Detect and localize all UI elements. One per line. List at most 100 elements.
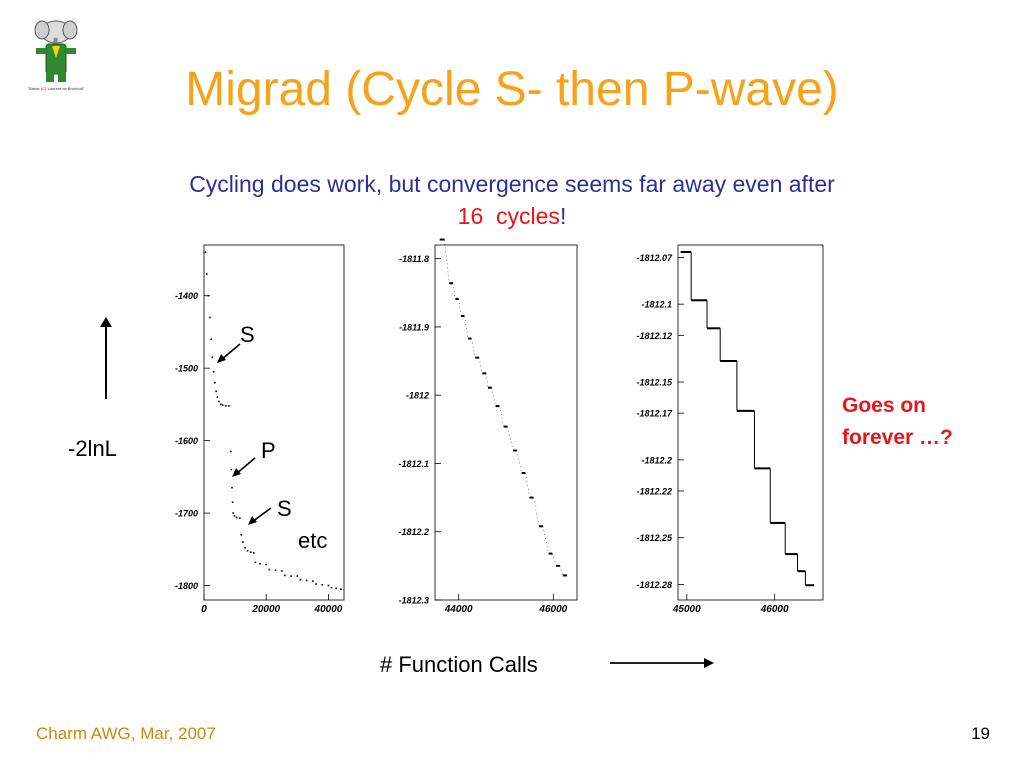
data-point — [210, 338, 212, 340]
data-point — [230, 468, 233, 471]
y-tick-label: -1811.8 — [399, 254, 429, 264]
step-connector — [525, 472, 530, 498]
arrow-s-first-icon — [217, 343, 241, 363]
data-point — [312, 580, 314, 582]
data-point — [244, 547, 246, 549]
data-point — [252, 552, 255, 554]
data-point — [215, 390, 217, 393]
annotation-etc: etc — [298, 528, 328, 553]
data-point — [327, 584, 330, 587]
y-tick-label: -1812.2 — [641, 455, 672, 465]
data-point — [321, 583, 324, 586]
data-point — [296, 575, 299, 577]
x-tick-label: 40000 — [314, 604, 343, 615]
page-number: 19 — [971, 724, 990, 743]
x-tick-label: 20000 — [251, 604, 280, 615]
arrow-s-second-icon — [248, 507, 272, 525]
y-tick-label: -1812.1 — [398, 459, 429, 469]
data-point — [220, 403, 222, 406]
x-tick-label: 44000 — [444, 604, 473, 615]
y-quantity-label: -2lnL — [68, 436, 117, 461]
slide-subtitle: Cycling does work, but convergence seems… — [150, 168, 874, 232]
y-tick-label: -1812.2 — [398, 527, 429, 537]
y-tick-label: -1812.17 — [636, 409, 673, 419]
data-point — [238, 517, 241, 519]
step-connector — [542, 526, 549, 554]
subtitle-highlight-number: 16 — [457, 203, 484, 229]
data-point — [268, 568, 271, 571]
data-point — [214, 381, 216, 384]
data-point — [231, 501, 234, 503]
annotation-p: P — [261, 438, 276, 463]
y-tick-label: -1812 — [406, 391, 429, 401]
y-tick-label: -1812.1 — [641, 300, 672, 310]
y-tick-label: -1600 — [175, 436, 198, 446]
x-tick-label: 45000 — [672, 604, 701, 615]
data-point — [228, 405, 230, 407]
data-point — [284, 574, 286, 577]
data-point — [249, 551, 252, 553]
x-tick-label: 46000 — [538, 604, 567, 615]
subtitle-highlight-word: cycles — [496, 203, 560, 229]
step-connector — [559, 565, 564, 576]
data-point — [211, 356, 214, 359]
data-point — [290, 575, 292, 577]
data-point — [221, 404, 224, 406]
data-point — [206, 273, 208, 275]
y-tick-label: -1700 — [175, 509, 198, 519]
data-point — [229, 450, 232, 453]
y-tick-label: -1812.25 — [636, 533, 673, 543]
svg-text:"Babar (C) Laurent de Brunhoff: "Babar (C) Laurent de Brunhoff" — [28, 86, 85, 91]
data-point — [265, 563, 268, 566]
data-point — [209, 316, 211, 319]
y-tick-label: -1812.15 — [636, 378, 673, 388]
data-point — [207, 294, 210, 297]
subtitle-end: ! — [559, 203, 567, 229]
y-tick-label: -1812.12 — [636, 331, 672, 341]
data-point — [315, 583, 317, 585]
data-point — [224, 405, 227, 407]
step-connector — [458, 298, 462, 317]
data-point — [212, 370, 215, 373]
y-tick-label: -1500 — [175, 364, 198, 374]
plot-frame — [677, 244, 824, 601]
data-point — [259, 562, 261, 565]
step-connector — [444, 239, 450, 284]
data-point — [335, 587, 338, 590]
data-point — [340, 588, 342, 590]
data-point — [246, 549, 249, 552]
slide-title: Migrad (Cycle S- then P-wave) — [185, 63, 839, 116]
y-tick-label: -1812.28 — [636, 580, 672, 590]
step-connector — [507, 426, 514, 451]
data-point — [233, 515, 236, 517]
x-quantity-label: # Function Calls — [380, 652, 538, 677]
data-point — [216, 396, 219, 398]
plot-zoom-middle: -1811.8 -1811.9 -1812 -1812.1 -1812.2 -1812.3… — [398, 238, 578, 615]
right-arrow-icon — [610, 658, 714, 668]
y-tick-label: -1812.22 — [636, 487, 672, 497]
subtitle-text: Cycling does work, but convergence seems… — [189, 171, 835, 197]
step-connector — [485, 373, 489, 388]
up-arrow-icon — [100, 317, 112, 399]
goes-on-note: Goes on forever …? — [842, 394, 953, 449]
plot-frame — [203, 244, 345, 601]
data-point — [235, 516, 238, 519]
data-point — [299, 578, 302, 581]
y-tick-label: -1800 — [175, 581, 198, 591]
data-point — [232, 512, 235, 514]
data-point — [254, 561, 257, 564]
data-point — [242, 541, 244, 543]
y-tick-label: -1400 — [175, 291, 198, 301]
x-tick-label: 0 — [201, 604, 207, 615]
data-point — [204, 251, 207, 254]
step-connector — [471, 338, 476, 358]
x-tick-label: 46000 — [760, 604, 789, 615]
y-tick-label: -1812.3 — [398, 596, 429, 606]
annotation-s-first: S — [240, 322, 255, 347]
step-connector — [533, 497, 540, 527]
y-tick-label: -1811.9 — [399, 322, 429, 332]
data-point — [280, 570, 283, 572]
step-connector — [478, 357, 483, 374]
plot-zoom-right: -1812.07 -1812.1 -1812.12 -1812.15 -1812.17 -… — [636, 244, 824, 615]
babar-logo: "Babar (C) Laurent de Brunhoff" — [16, 14, 96, 99]
